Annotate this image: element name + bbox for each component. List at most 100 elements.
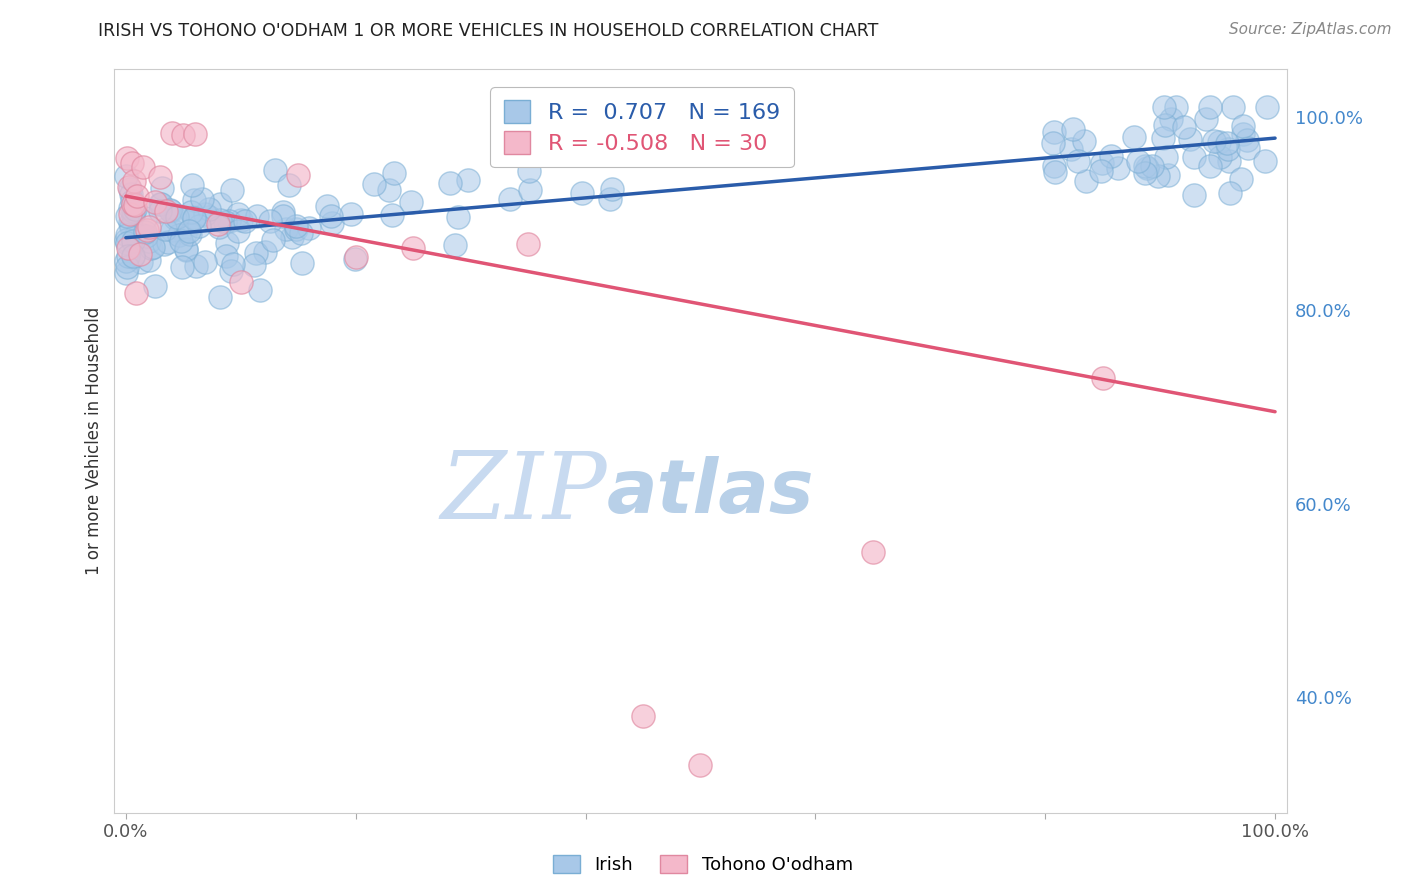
Point	[160, 126, 183, 140]
Point	[1173, 120, 1195, 134]
Point	[377, 183, 399, 197]
Point	[228, 207, 250, 221]
Point	[208, 212, 231, 227]
Point	[193, 207, 215, 221]
Point	[444, 238, 467, 252]
Point	[174, 242, 197, 256]
Point	[1074, 174, 1097, 188]
Point	[1152, 131, 1174, 145]
Point	[319, 209, 342, 223]
Point	[191, 192, 214, 206]
Point	[1199, 100, 1222, 114]
Point	[401, 194, 423, 209]
Point	[194, 254, 217, 268]
Point	[439, 176, 461, 190]
Point	[118, 180, 141, 194]
Point	[134, 225, 156, 239]
Point	[271, 204, 294, 219]
Point	[215, 249, 238, 263]
Point	[402, 241, 425, 255]
Point	[115, 169, 138, 183]
Text: Source: ZipAtlas.com: Source: ZipAtlas.com	[1229, 22, 1392, 37]
Point	[115, 151, 138, 165]
Point	[180, 178, 202, 193]
Point	[1194, 112, 1216, 126]
Point	[1216, 136, 1239, 150]
Point	[150, 181, 173, 195]
Point	[162, 223, 184, 237]
Point	[188, 219, 211, 233]
Point	[1107, 161, 1129, 175]
Point	[120, 182, 142, 196]
Point	[138, 219, 160, 234]
Point	[1160, 112, 1182, 126]
Point	[1073, 134, 1095, 148]
Point	[155, 204, 177, 219]
Point	[207, 217, 229, 231]
Point	[1043, 159, 1066, 173]
Point	[1133, 159, 1156, 173]
Point	[135, 229, 157, 244]
Point	[1135, 166, 1157, 180]
Point	[599, 192, 621, 206]
Point	[156, 235, 179, 250]
Point	[149, 204, 172, 219]
Point	[122, 250, 145, 264]
Point	[121, 197, 143, 211]
Point	[166, 210, 188, 224]
Point	[176, 243, 198, 257]
Point	[186, 259, 208, 273]
Point	[340, 206, 363, 220]
Point	[517, 163, 540, 178]
Text: ZIP: ZIP	[440, 448, 607, 538]
Point	[122, 208, 145, 222]
Point	[121, 156, 143, 170]
Point	[284, 222, 307, 236]
Point	[1090, 164, 1112, 178]
Point	[1091, 371, 1114, 385]
Point	[127, 189, 149, 203]
Point	[1178, 132, 1201, 146]
Point	[131, 227, 153, 242]
Point	[229, 213, 252, 227]
Point	[122, 174, 145, 188]
Point	[120, 219, 142, 234]
Point	[198, 202, 221, 216]
Text: IRISH VS TOHONO O'ODHAM 1 OR MORE VEHICLES IN HOUSEHOLD CORRELATION CHART: IRISH VS TOHONO O'ODHAM 1 OR MORE VEHICL…	[98, 22, 879, 40]
Point	[363, 177, 385, 191]
Point	[122, 249, 145, 263]
Point	[457, 173, 479, 187]
Point	[183, 211, 205, 225]
Point	[517, 237, 540, 252]
Point	[278, 178, 301, 193]
Point	[1230, 172, 1253, 186]
Point	[1216, 142, 1239, 156]
Point	[1136, 161, 1159, 175]
Point	[263, 163, 285, 178]
Point	[160, 203, 183, 218]
Point	[1122, 130, 1144, 145]
Point	[1091, 156, 1114, 170]
Y-axis label: 1 or more Vehicles in Household: 1 or more Vehicles in Household	[86, 307, 103, 574]
Point	[172, 128, 194, 143]
Point	[631, 709, 654, 723]
Point	[143, 194, 166, 209]
Point	[170, 234, 193, 248]
Point	[246, 209, 269, 223]
Point	[1182, 187, 1205, 202]
Point	[124, 202, 146, 217]
Legend: Irish, Tohono O'odham: Irish, Tohono O'odham	[544, 846, 862, 883]
Point	[197, 210, 219, 224]
Point	[149, 170, 172, 185]
Point	[165, 211, 187, 226]
Point	[381, 207, 404, 221]
Point	[1164, 100, 1187, 114]
Point	[138, 252, 160, 267]
Point	[115, 233, 138, 247]
Point	[1182, 150, 1205, 164]
Point	[1156, 150, 1178, 164]
Point	[1067, 153, 1090, 168]
Point	[125, 227, 148, 242]
Point	[139, 242, 162, 256]
Point	[315, 199, 337, 213]
